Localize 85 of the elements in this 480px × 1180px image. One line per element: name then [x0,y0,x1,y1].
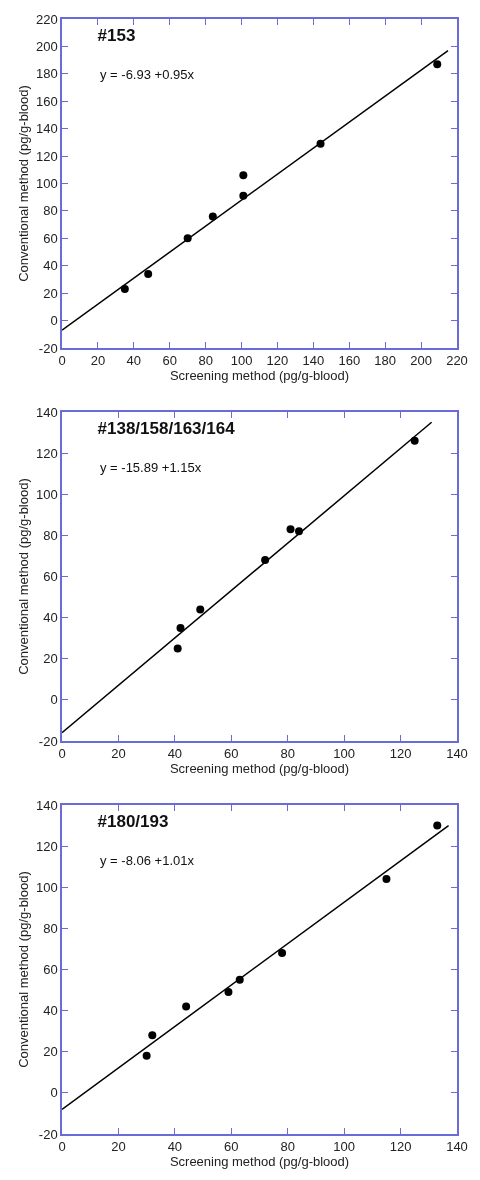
x-axis-title: Screening method (pg/g-blood) [169,1154,350,1170]
x-tick-label: 120 [389,746,412,762]
y-tick-label: 140 [35,121,58,137]
y-tick-label: 0 [50,313,58,329]
point [120,285,129,294]
text: #153 [97,26,136,46]
y-tick-label: 140 [35,404,58,420]
text: #180/193 [97,812,169,832]
y-tick-label: 120 [35,445,58,461]
x-tick-label: 80 [280,1139,295,1155]
y-tick-label: -20 [38,340,58,356]
y-tick-label: 60 [43,962,58,978]
y-tick-label: 80 [43,920,58,936]
point [410,436,419,445]
y-tick-label: 220 [35,11,58,27]
y-tick-label: -20 [38,1126,58,1142]
x-tick-label: 180 [374,353,397,369]
point [239,171,248,180]
x-tick-label: 100 [230,353,253,369]
y-tick-label: 100 [35,176,58,192]
annotation: y = -8.06 +1.01x [100,853,195,868]
x-tick-label: 20 [90,353,106,369]
x-tick-label: 40 [167,1139,183,1155]
point [176,623,185,632]
point [148,1031,157,1040]
y-axis-title: Conventional method (pg/g-blood) [16,871,32,1068]
point [433,60,442,69]
point [278,949,287,958]
x-tick-label: 100 [333,1139,355,1155]
x-tick-label: 40 [167,746,183,762]
x-tick-label: 140 [446,1139,468,1155]
point [382,875,391,884]
x-tick-label: 80 [280,746,295,762]
y-tick-label: 160 [35,93,58,109]
y-tick-label: 80 [43,527,58,543]
y-axis-title: Conventional method (pg/g-blood) [16,85,32,282]
y-tick-label: 0 [50,692,58,708]
y-tick-label: 60 [43,569,58,585]
point [433,821,442,830]
point [224,988,233,997]
y-tick-label: 40 [43,1003,58,1019]
x-axis-title: Screening method (pg/g-blood) [169,761,350,777]
y-axis-title: Conventional method (pg/g-blood) [16,478,32,675]
y-tick-label: 20 [43,1044,58,1060]
y-tick-label: 40 [43,610,58,626]
x-tick-label: 60 [162,353,177,369]
x-tick-label: 20 [111,1139,126,1155]
point [144,269,153,278]
x-tick-label: 120 [266,353,289,369]
x-tick-label: 200 [410,353,432,369]
x-tick-label: 60 [224,1139,239,1155]
y-tick-label: 80 [43,203,58,219]
y-tick-label: 60 [43,230,58,246]
y-tick-label: 0 [50,1085,58,1101]
y-tick-label: 200 [35,38,58,54]
x-tick-label: 20 [111,746,126,762]
x-tick-label: 40 [126,353,142,369]
annotation: y = -6.93 +0.95x [100,67,195,82]
y-tick-label: 20 [43,651,58,667]
point [173,644,182,653]
y-tick-label: 100 [35,486,58,502]
x-tick-label: 140 [302,353,325,369]
x-tick-label: 160 [338,353,361,369]
point [286,525,295,534]
y-tick-label: 120 [35,838,58,854]
y-tick-label: 100 [35,879,58,895]
point [142,1051,151,1060]
x-tick-label: 140 [446,746,468,762]
x-tick-label: 60 [224,746,239,762]
text: #138/158/163/164 [97,419,236,439]
point [208,212,217,221]
y-tick-label: -20 [38,733,58,749]
y-tick-label: 140 [35,797,58,813]
x-tick-label: 100 [333,746,355,762]
x-tick-label: 80 [198,353,213,369]
x-axis-title: Screening method (pg/g-blood) [169,368,350,384]
y-tick-label: 120 [35,148,58,164]
x-tick-label: 220 [446,353,468,369]
x-tick-label: 120 [389,1139,412,1155]
y-tick-label: 20 [43,285,58,301]
y-tick-label: 40 [43,258,58,274]
y-tick-label: 180 [35,66,58,82]
annotation: y = -15.89 +1.15x [100,460,202,475]
point [182,1002,191,1011]
point [196,605,205,614]
